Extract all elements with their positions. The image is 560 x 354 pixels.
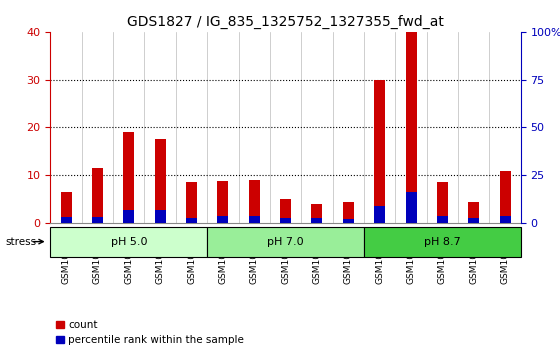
Bar xyxy=(405,192,417,223)
Bar xyxy=(123,210,134,223)
Bar xyxy=(92,168,103,223)
Bar xyxy=(217,182,228,223)
Bar xyxy=(500,171,511,223)
Bar xyxy=(374,206,385,223)
Bar xyxy=(155,139,166,223)
Bar xyxy=(280,199,291,223)
Bar xyxy=(343,201,354,223)
Bar xyxy=(437,216,448,223)
Bar xyxy=(50,227,207,257)
Bar xyxy=(280,218,291,223)
Bar xyxy=(207,227,364,257)
Bar xyxy=(343,219,354,223)
Bar xyxy=(60,192,72,223)
Bar xyxy=(311,204,323,223)
Bar xyxy=(155,210,166,223)
Text: stress: stress xyxy=(6,236,37,247)
Legend: count, percentile rank within the sample: count, percentile rank within the sample xyxy=(55,320,244,345)
Bar xyxy=(500,216,511,223)
Bar xyxy=(249,180,260,223)
Bar xyxy=(468,218,479,223)
Text: pH 8.7: pH 8.7 xyxy=(424,236,461,247)
Bar xyxy=(217,216,228,223)
Bar xyxy=(249,216,260,223)
Bar xyxy=(186,182,197,223)
Title: GDS1827 / IG_835_1325752_1327355_fwd_at: GDS1827 / IG_835_1325752_1327355_fwd_at xyxy=(127,15,444,29)
Bar xyxy=(123,132,134,223)
Bar xyxy=(92,217,103,223)
Text: pH 5.0: pH 5.0 xyxy=(110,236,147,247)
Bar xyxy=(364,227,521,257)
Bar xyxy=(437,182,448,223)
Bar xyxy=(311,218,323,223)
Bar xyxy=(186,218,197,223)
Text: pH 7.0: pH 7.0 xyxy=(267,236,304,247)
Bar xyxy=(405,32,417,223)
Bar xyxy=(374,80,385,223)
Bar xyxy=(468,201,479,223)
Bar xyxy=(60,217,72,223)
